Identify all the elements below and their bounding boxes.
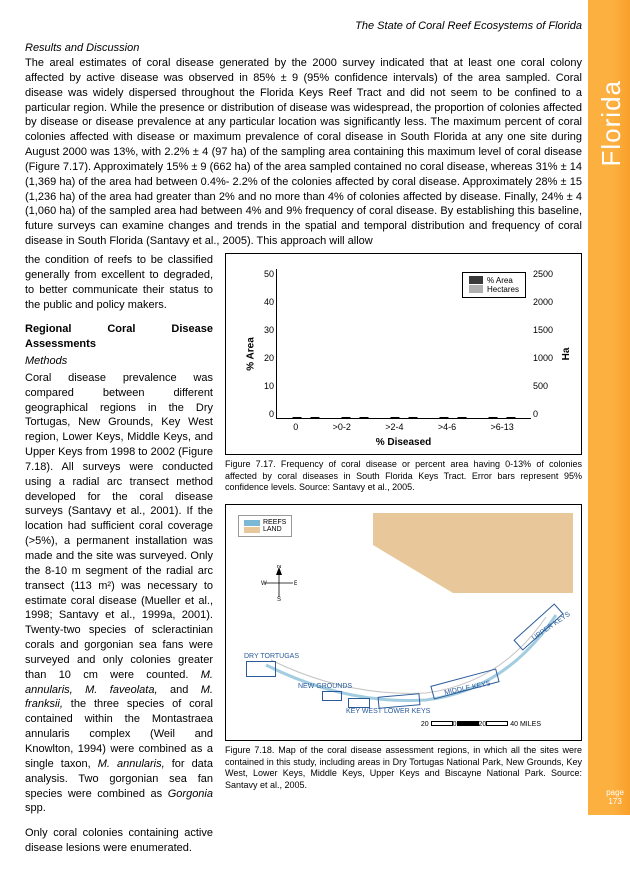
last-para: Only coral colonies containing active di… [25, 826, 213, 856]
figure-7-18-caption: Figure 7.18. Map of the coral disease as… [225, 745, 582, 792]
figure-7-17: % Area Ha % Diseased 50403020100 2500200… [225, 253, 582, 455]
map: REEFS LAND N E S W [226, 505, 581, 740]
results-para1: The areal estimates of coral disease gen… [25, 56, 582, 249]
figure-7-17-caption: Figure 7.17. Frequency of coral disease … [225, 459, 582, 494]
x-ticks: 0>0-2>2-4>4-6>6-13 [276, 422, 531, 432]
y-axis-label: % Area [245, 337, 256, 371]
chart-plot-area [276, 269, 531, 419]
region-dry-tortugas: DRY TORTUGAS [244, 653, 299, 660]
region-new-grounds: NEW GROUNDS [298, 683, 352, 690]
y2-ticks: 25002000150010005000 [533, 269, 559, 419]
results-heading: Results and Discussion [25, 42, 582, 54]
running-header: The State of Coral Reef Ecosystems of Fl… [25, 20, 582, 32]
y2-axis-label: Ha [561, 348, 572, 361]
x-axis-label: % Diseased [376, 437, 432, 448]
region-key-west: KEY WEST [346, 708, 382, 715]
bar-chart: % Area Ha % Diseased 50403020100 2500200… [226, 254, 581, 454]
region-box-dry-tortugas [246, 661, 276, 677]
page-content: The State of Coral Reef Ecosystems of Fl… [0, 0, 630, 876]
region-box-key-west [348, 698, 370, 708]
regional-heading: Regional Coral Disease Assessments [25, 322, 213, 352]
scale-bar: 20 020 40 MILES [421, 721, 541, 728]
right-column: % Area Ha % Diseased 50403020100 2500200… [225, 253, 582, 856]
methods-para: Coral disease prevalence was compared be… [25, 371, 213, 816]
y-ticks: 50403020100 [256, 269, 274, 419]
region-box-new-grounds [322, 691, 342, 701]
methods-heading: Methods [25, 354, 213, 369]
region-lower-keys: LOWER KEYS [384, 708, 430, 715]
figure-7-18: REEFS LAND N E S W [225, 504, 582, 741]
left-column: the condition of reefs to be classified … [25, 253, 213, 856]
results-para2: the condition of reefs to be classified … [25, 253, 213, 312]
